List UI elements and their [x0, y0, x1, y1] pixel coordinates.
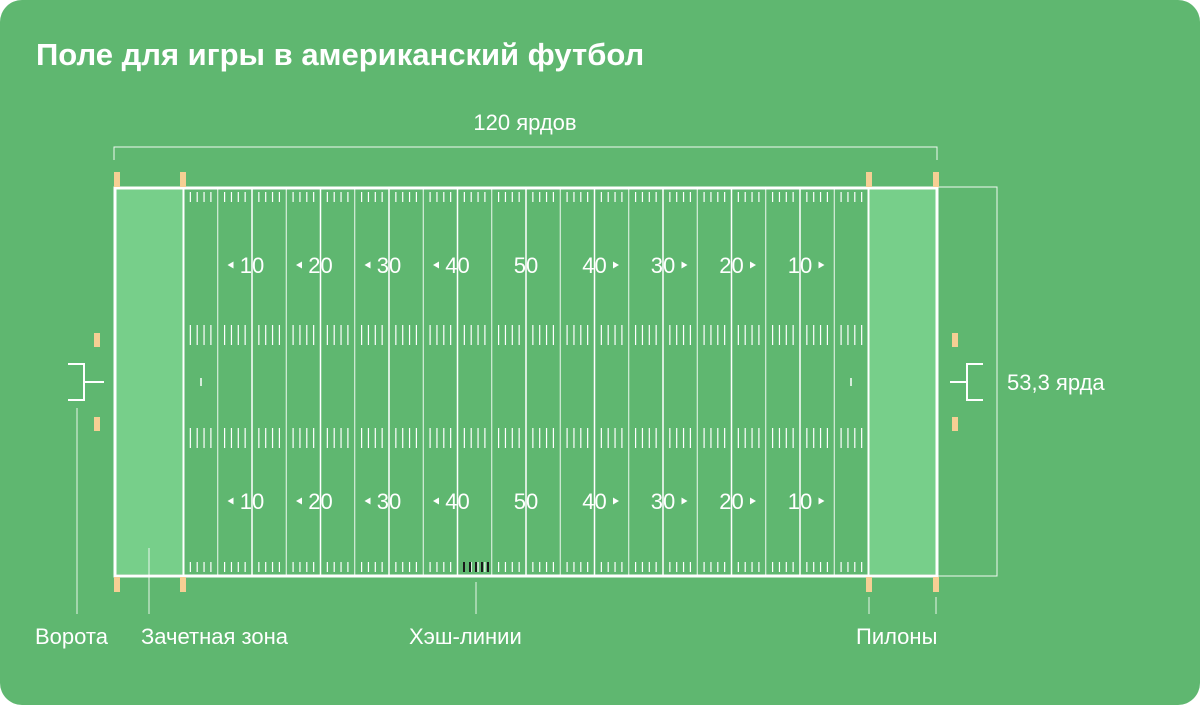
- direction-arrow: [750, 497, 756, 505]
- hash-marks-callout: Хэш-линии: [409, 624, 522, 649]
- direction-arrow: [364, 497, 371, 505]
- pylon: [94, 417, 100, 431]
- highlighted-hash-marks: [463, 562, 489, 572]
- pylon: [866, 577, 872, 592]
- yard-numbers: 10 10 20 20 30 30 40 40 50 50 40 40 30 30 20 20 10 10: [227, 253, 825, 514]
- yard-number: 10: [240, 489, 264, 514]
- yard-number: 30: [377, 489, 401, 514]
- direction-arrow: [296, 497, 302, 505]
- length-label: 120 ярдов: [473, 110, 576, 135]
- yard-number: 10: [788, 489, 812, 514]
- direction-arrow: [364, 261, 371, 269]
- pylon: [180, 577, 186, 592]
- yard-lines: [217, 188, 835, 576]
- yard-number: 10: [788, 253, 812, 278]
- pylons: [94, 172, 958, 592]
- pylon: [933, 577, 939, 592]
- direction-arrow: [681, 497, 688, 505]
- goalpost-right: [950, 363, 983, 401]
- pylon: [866, 172, 872, 187]
- goalpost-left: [68, 363, 104, 401]
- yard-number: 50: [514, 489, 538, 514]
- length-bracket: [113, 146, 938, 160]
- direction-arrow: [613, 261, 619, 269]
- yard-number: 10: [240, 253, 264, 278]
- yard-number: 20: [719, 489, 743, 514]
- yard-number: 40: [445, 253, 469, 278]
- pylon: [94, 333, 100, 347]
- pylon: [180, 172, 186, 187]
- yard-number: 30: [651, 489, 675, 514]
- direction-arrow: [818, 497, 825, 505]
- end-zone-left: [116, 189, 183, 574]
- pylon: [114, 577, 120, 592]
- direction-arrow: [750, 261, 756, 269]
- callout-leaders: [76, 408, 937, 614]
- yard-number: 30: [377, 253, 401, 278]
- length-dimension: 120 ярдов: [113, 110, 938, 160]
- pylon: [952, 417, 958, 431]
- end-zone-callout: Зачетная зона: [141, 624, 289, 649]
- yard-number: 30: [651, 253, 675, 278]
- yard-number: 40: [582, 253, 606, 278]
- pylons-callout: Пилоны: [856, 624, 937, 649]
- yard-number: 40: [582, 489, 606, 514]
- direction-arrow: [818, 261, 825, 269]
- direction-arrow: [681, 261, 688, 269]
- direction-arrow: [613, 497, 619, 505]
- diagram-title: Поле для игры в американский футбол: [36, 37, 645, 72]
- hash-marks: [189, 192, 863, 572]
- direction-arrow: [433, 261, 439, 269]
- width-dimension: 53,3 ярда: [937, 186, 1105, 577]
- pylon: [114, 172, 120, 187]
- yard-number: 20: [308, 253, 332, 278]
- goalposts-callout: Ворота: [35, 624, 109, 649]
- yard-number: 20: [719, 253, 743, 278]
- direction-arrow: [433, 497, 439, 505]
- yard-number: 20: [308, 489, 332, 514]
- width-label: 53,3 ярда: [1007, 370, 1105, 395]
- direction-arrow: [227, 497, 234, 505]
- end-zone-right: [869, 189, 936, 574]
- width-bracket: [937, 186, 998, 577]
- yard-number: 40: [445, 489, 469, 514]
- direction-arrow: [296, 261, 302, 269]
- pylon: [933, 172, 939, 187]
- yard-number: 50: [514, 253, 538, 278]
- direction-arrow: [227, 261, 234, 269]
- pylon: [952, 333, 958, 347]
